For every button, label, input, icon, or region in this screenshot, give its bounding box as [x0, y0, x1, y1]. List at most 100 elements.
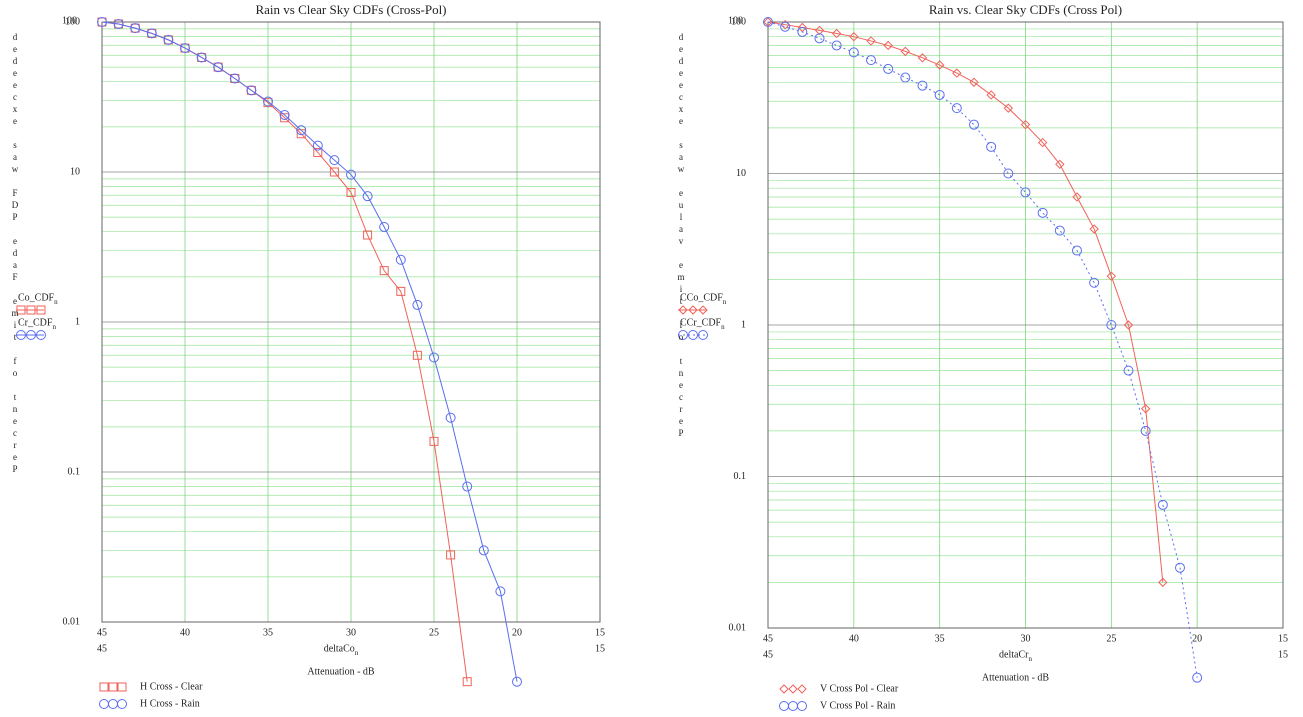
data-point — [246, 85, 257, 96]
data-point — [866, 55, 876, 66]
y-tick-label: 0.01 — [63, 616, 81, 627]
y-tick-label: 0.1 — [734, 471, 747, 482]
data-point — [1123, 365, 1134, 376]
chart-title: Rain vs. Clear Sky CDFs (Cross Pol) — [929, 2, 1122, 17]
y-tick-label: 1 — [75, 316, 80, 327]
legend-label: H Cross - Clear — [140, 681, 203, 692]
data-point — [934, 60, 945, 70]
trace-marker — [36, 330, 46, 340]
legend-marker — [117, 682, 127, 692]
data-point — [831, 40, 842, 51]
data-point — [97, 17, 107, 27]
data-point — [1003, 168, 1014, 179]
data-point — [279, 109, 290, 120]
data-point — [900, 72, 911, 83]
data-point — [986, 90, 996, 100]
data-point — [900, 46, 911, 57]
data-point — [313, 147, 323, 157]
y-axis-title: Percent of time value was exceeded — [676, 32, 686, 440]
data-point — [180, 43, 190, 54]
data-point — [213, 62, 224, 73]
trace-marker — [678, 330, 688, 340]
legend-label: V Cross Pol - Clear — [820, 683, 899, 694]
data-point — [363, 230, 373, 240]
data-point — [446, 550, 456, 560]
trace-marker — [688, 305, 698, 315]
x-expression: deltaCon — [324, 643, 359, 656]
data-point — [1020, 119, 1031, 130]
legend-marker — [108, 699, 118, 709]
data-point — [312, 140, 323, 151]
trace-marker — [678, 305, 688, 315]
data-point — [429, 436, 439, 446]
trace-marker — [688, 330, 698, 340]
y-tick-label: 100 — [731, 16, 746, 27]
data-point — [346, 169, 356, 180]
trace-marker — [698, 305, 708, 315]
trace-label: Co_CDFn — [18, 292, 58, 305]
data-point — [429, 352, 439, 363]
trace-marker — [26, 330, 36, 340]
plot-frame — [767, 21, 1284, 629]
x-tick-label: 40 — [849, 633, 859, 644]
data-point — [512, 676, 522, 687]
data-point — [849, 31, 859, 42]
data-point — [395, 254, 406, 265]
trace-label-sub: n — [52, 323, 56, 331]
data-point — [969, 77, 979, 87]
legend-marker — [788, 701, 798, 711]
data-point — [1123, 320, 1134, 330]
data-point — [866, 36, 876, 46]
data-point — [263, 96, 273, 107]
x-expression: deltaCrn — [999, 649, 1032, 662]
data-point — [883, 63, 894, 74]
trace-marker — [698, 330, 708, 340]
x-expression-sub: n — [355, 649, 359, 657]
data-point — [1037, 137, 1048, 148]
data-point — [412, 299, 423, 310]
data-point — [1072, 192, 1082, 202]
x-expression-sub: n — [1028, 655, 1032, 663]
legend-marker — [797, 701, 807, 711]
data-point — [229, 73, 240, 84]
x-tick-label: 35 — [263, 627, 273, 638]
y-tick-label: 100 — [65, 16, 80, 27]
data-point — [478, 545, 489, 556]
chart-title: Rain vs Clear Sky CDFs (Cross-Pol) — [255, 2, 446, 17]
data-point — [495, 586, 506, 597]
data-point — [146, 28, 157, 39]
data-point — [814, 25, 825, 36]
data-point — [1140, 425, 1151, 436]
x-limit-label: 45 — [97, 643, 107, 654]
trace-label: Cr_CDFn — [18, 317, 56, 330]
trace-label-sub: n — [54, 298, 58, 306]
x-axis-title: Attenuation - dB — [307, 666, 375, 677]
x-tick-label: 25 — [1106, 633, 1116, 644]
data-point — [797, 26, 808, 37]
data-point — [163, 34, 174, 45]
data-point — [1157, 499, 1168, 510]
trace-marker — [16, 305, 26, 315]
trace-label: CCr_CDFn — [680, 317, 725, 330]
data-point — [130, 23, 141, 34]
data-point — [1072, 245, 1082, 256]
series-line — [767, 21, 1198, 678]
legend-marker — [779, 684, 789, 694]
trace-marker — [26, 305, 36, 315]
data-point — [462, 481, 473, 492]
data-point — [951, 103, 962, 114]
trace-label: CCo_CDFn — [680, 292, 727, 305]
data-point — [1089, 224, 1099, 234]
data-point — [969, 119, 979, 130]
data-point — [934, 89, 945, 100]
series-line — [101, 21, 468, 682]
data-point — [1003, 103, 1014, 113]
y-tick-label: 10 — [736, 168, 746, 179]
data-point — [462, 677, 472, 687]
x-tick-label: 20 — [1192, 633, 1202, 644]
legend-marker — [108, 682, 118, 692]
legend-marker — [788, 684, 798, 694]
trace-label-sub: n — [723, 298, 727, 306]
